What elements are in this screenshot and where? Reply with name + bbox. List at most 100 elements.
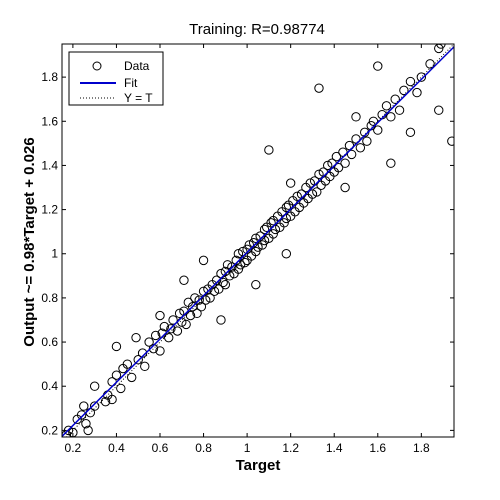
- data-point: [340, 158, 350, 168]
- y-tick-label: 0.8: [41, 291, 58, 305]
- data-point: [281, 249, 292, 259]
- data-point: [107, 394, 117, 405]
- data-point: [181, 319, 191, 330]
- data-point: [251, 246, 261, 257]
- data-point: [264, 145, 274, 155]
- data-point: [116, 383, 126, 394]
- data-point: [333, 162, 344, 173]
- data-point: [89, 401, 100, 411]
- data-point: [209, 286, 220, 296]
- data-point: [253, 242, 263, 252]
- data-point: [111, 370, 122, 380]
- data-point: [111, 341, 122, 352]
- data-point: [172, 326, 183, 336]
- data-point: [412, 87, 422, 98]
- data-point: [79, 401, 89, 411]
- data-point: [394, 105, 405, 115]
- data-point: [83, 425, 93, 436]
- data-point: [63, 425, 74, 436]
- data-point: [292, 191, 302, 202]
- data-point: [381, 101, 392, 111]
- chart-title: Training: R=0.98774: [189, 21, 325, 38]
- data-point: [242, 244, 252, 255]
- data-point: [174, 308, 185, 319]
- data-point: [211, 275, 222, 285]
- data-point: [150, 330, 161, 341]
- data-point: [140, 361, 150, 372]
- data-point: [368, 116, 379, 126]
- x-tick-label: 0.4: [108, 441, 125, 455]
- plot-area-content: [62, 44, 454, 437]
- data-point: [386, 112, 396, 122]
- data-point: [307, 189, 318, 199]
- data-point: [268, 229, 278, 239]
- x-axis-ticks: 0.2 0.4 0.6 0.8 1 1.2 1.4 1.6 1.8: [65, 44, 430, 455]
- data-point: [373, 61, 383, 71]
- data-point: [224, 271, 235, 281]
- data-point: [257, 240, 268, 250]
- data-point: [155, 346, 165, 356]
- data-point: [196, 302, 207, 312]
- data-point: [259, 235, 270, 246]
- y-tick-label: 1.2: [41, 203, 58, 217]
- data-point: [185, 310, 196, 321]
- data-point: [216, 315, 226, 325]
- data-point: [281, 202, 292, 213]
- x-tick-label: 1: [244, 441, 251, 455]
- data-point: [322, 160, 333, 171]
- data-point: [314, 83, 324, 93]
- data-point: [131, 332, 141, 343]
- y-tick-label: 1.4: [41, 158, 58, 172]
- data-point: [233, 264, 244, 274]
- data-point: [190, 293, 200, 303]
- data-point: [159, 321, 170, 332]
- y-tick-label: 1.8: [41, 70, 58, 84]
- data-point: [355, 143, 366, 153]
- x-tick-label: 0.6: [152, 441, 169, 455]
- data-point: [89, 381, 100, 391]
- data-point: [240, 257, 250, 268]
- data-point: [279, 218, 289, 228]
- legend-data-marker-icon: [92, 61, 102, 71]
- data-point: [351, 134, 361, 144]
- data-point: [235, 260, 246, 270]
- data-point: [251, 279, 261, 290]
- data-point: [218, 277, 228, 288]
- y-tick-label: 0.6: [41, 335, 58, 349]
- data-point: [233, 249, 244, 259]
- fit-line: [62, 46, 454, 437]
- y-axis-ticks: 0.2 0.4 0.6 0.8 1 1.2 1.4 1.6 1.8: [41, 70, 454, 437]
- data-point: [399, 85, 409, 96]
- data-point: [314, 169, 324, 179]
- y-axis-label: Output ~= 0.98*Target + 0.026: [21, 137, 38, 346]
- data-point: [201, 295, 211, 305]
- data-point: [312, 187, 322, 197]
- data-point: [405, 127, 416, 138]
- data-point: [244, 240, 254, 250]
- x-tick-label: 1.6: [369, 441, 386, 455]
- x-tick-label: 1.2: [282, 441, 299, 455]
- data-point: [373, 125, 383, 135]
- data-point: [222, 260, 233, 270]
- data-point: [100, 396, 111, 407]
- legend-label-data: Data: [124, 59, 150, 73]
- data-point: [164, 332, 174, 343]
- data-point: [214, 284, 224, 294]
- data-point: [436, 44, 446, 49]
- data-point: [425, 59, 435, 69]
- legend-label-identity: Y = T: [124, 91, 153, 105]
- data-point: [227, 262, 237, 272]
- data-point: [386, 158, 396, 168]
- x-tick-label: 1.4: [326, 441, 343, 455]
- x-axis-label: Target: [236, 457, 281, 474]
- data-point: [285, 178, 296, 188]
- data-point: [126, 372, 137, 383]
- data-point: [122, 359, 133, 369]
- data-point: [305, 178, 315, 188]
- data-point: [340, 182, 350, 193]
- data-point: [179, 275, 189, 285]
- data-point: [220, 279, 231, 290]
- data-point: [447, 136, 454, 146]
- data-point: [81, 419, 91, 429]
